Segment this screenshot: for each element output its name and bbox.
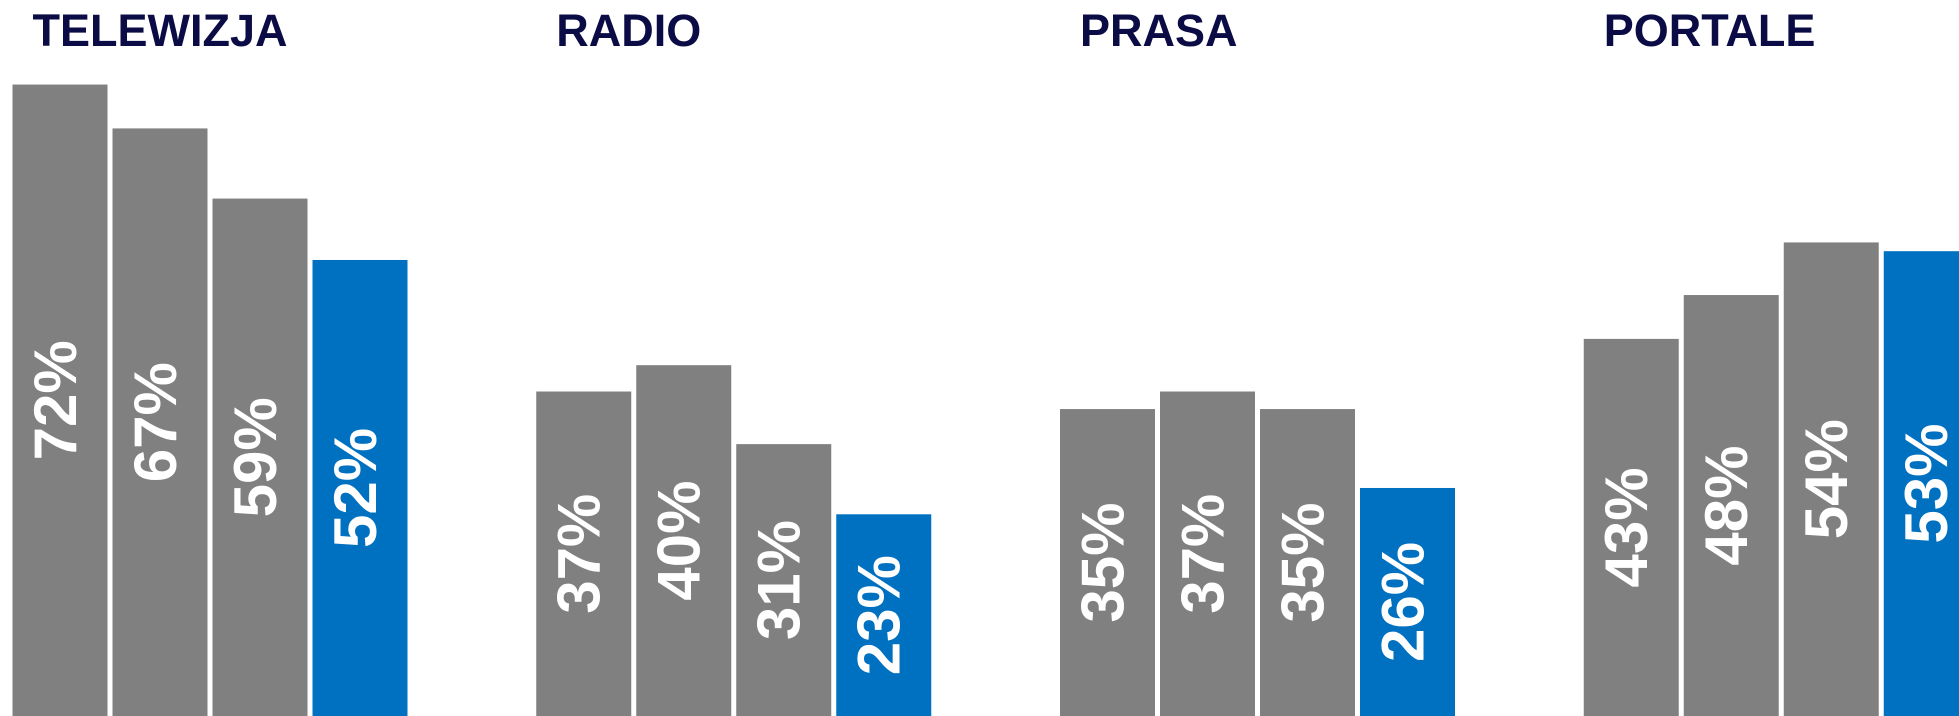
chart-title: TELEWIZJA <box>33 5 288 56</box>
data-label: 26% <box>1369 542 1436 662</box>
bar <box>112 128 208 716</box>
chart-title: PORTALE <box>1604 5 1816 56</box>
data-label: 40% <box>646 481 713 601</box>
bar <box>1060 409 1155 716</box>
bar <box>1783 242 1879 716</box>
bar <box>1683 295 1779 716</box>
data-label: 31% <box>746 520 813 640</box>
bar <box>1583 338 1679 716</box>
bar <box>636 365 732 716</box>
bar <box>1160 391 1255 716</box>
data-label: 67% <box>122 362 189 482</box>
data-label: 43% <box>1593 467 1660 587</box>
data-label: 23% <box>846 555 913 675</box>
bar <box>836 514 932 716</box>
bar <box>1883 251 1959 716</box>
bar <box>12 84 108 716</box>
data-label: 72% <box>22 340 89 460</box>
bar <box>1260 409 1355 716</box>
data-label: 59% <box>222 397 289 517</box>
bar <box>536 391 632 716</box>
bar <box>736 444 832 716</box>
data-label: 52% <box>322 428 389 548</box>
chart-title: RADIO <box>556 5 701 56</box>
data-label: 37% <box>1169 494 1236 614</box>
data-label: 48% <box>1693 445 1760 565</box>
data-label: 54% <box>1793 419 1860 539</box>
data-label: 37% <box>546 494 613 614</box>
bar <box>312 259 408 716</box>
data-label: 35% <box>1269 502 1336 622</box>
bar <box>212 198 308 716</box>
data-label: 53% <box>1893 424 1959 544</box>
bar <box>1360 487 1455 716</box>
data-label: 35% <box>1069 502 1136 622</box>
chart-title: PRASA <box>1080 5 1238 56</box>
